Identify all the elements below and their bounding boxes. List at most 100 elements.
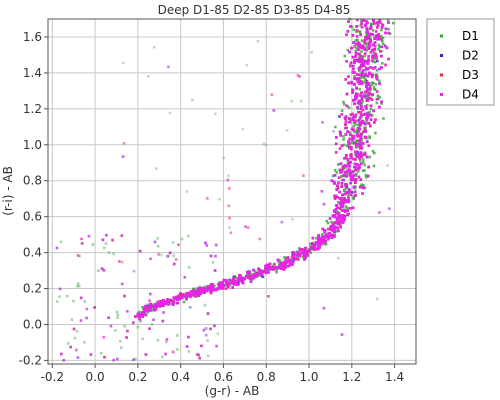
data-point <box>353 130 356 134</box>
data-point <box>353 45 356 48</box>
data-point <box>298 75 301 78</box>
data-point <box>156 300 160 304</box>
data-point <box>364 112 367 116</box>
data-point <box>188 306 192 309</box>
data-point <box>154 304 158 307</box>
legend-label: D1 <box>462 29 479 43</box>
data-point <box>55 246 59 250</box>
data-point <box>359 33 362 36</box>
data-point <box>344 205 347 208</box>
data-point <box>375 34 378 37</box>
data-point <box>375 73 378 76</box>
data-point <box>280 220 284 224</box>
data-point <box>353 102 356 106</box>
data-point <box>361 56 365 59</box>
data-point <box>324 242 328 246</box>
data-point <box>358 159 362 162</box>
data-point <box>361 108 365 112</box>
data-point <box>349 25 352 28</box>
data-point <box>332 130 335 133</box>
data-point <box>101 238 105 242</box>
data-point <box>244 225 247 228</box>
data-point <box>349 61 353 65</box>
data-point <box>165 338 169 341</box>
data-point <box>214 243 218 247</box>
data-point <box>121 155 125 158</box>
data-point <box>201 290 204 294</box>
data-point <box>122 142 126 145</box>
data-point <box>352 128 355 132</box>
data-point <box>126 310 129 313</box>
data-point <box>345 165 348 169</box>
data-point <box>378 105 381 109</box>
data-point <box>344 123 347 126</box>
data-point <box>352 136 356 140</box>
data-point <box>334 207 338 211</box>
data-point <box>209 327 212 331</box>
data-point <box>246 226 250 229</box>
data-point <box>206 354 210 358</box>
data-point <box>352 28 356 32</box>
data-point <box>156 244 160 248</box>
data-point <box>221 281 224 285</box>
data-point <box>154 302 158 305</box>
data-point <box>245 63 249 67</box>
data-point <box>357 119 361 122</box>
data-point <box>350 25 354 29</box>
data-point <box>197 294 201 297</box>
data-point <box>328 217 332 220</box>
data-point <box>369 104 373 108</box>
data-point <box>270 267 273 270</box>
data-point <box>238 276 242 280</box>
data-point <box>116 316 119 319</box>
data-point <box>322 202 326 206</box>
data-point <box>354 58 357 62</box>
data-point <box>354 95 357 98</box>
data-point <box>348 190 351 193</box>
data-point <box>363 163 366 167</box>
data-point <box>206 286 210 289</box>
data-point <box>304 251 308 255</box>
data-point <box>206 312 210 315</box>
data-point <box>334 151 338 154</box>
data-point <box>97 269 100 273</box>
data-point <box>356 18 359 22</box>
data-point <box>330 220 333 224</box>
data-point <box>266 266 269 269</box>
data-point <box>349 156 353 160</box>
data-point <box>355 29 359 32</box>
data-point <box>229 231 233 235</box>
data-point <box>125 336 128 339</box>
data-point <box>364 78 367 82</box>
data-point <box>376 37 380 40</box>
data-point <box>337 200 340 204</box>
data-point <box>152 45 156 49</box>
data-point <box>333 197 337 200</box>
data-point <box>322 202 326 206</box>
data-point <box>323 242 326 246</box>
data-point <box>136 325 140 329</box>
data-point <box>232 281 235 284</box>
data-point <box>349 64 352 68</box>
data-point <box>115 310 119 314</box>
data-point <box>359 107 363 110</box>
data-point <box>187 335 190 339</box>
data-point <box>354 142 358 146</box>
data-point <box>361 119 364 123</box>
data-point <box>85 316 88 320</box>
data-point <box>101 238 105 242</box>
data-point <box>357 77 361 80</box>
data-point <box>363 38 367 42</box>
data-point <box>219 283 223 286</box>
data-point <box>335 188 339 191</box>
data-point <box>126 329 129 333</box>
data-point <box>341 221 345 224</box>
data-point <box>352 157 355 161</box>
data-point <box>198 356 201 360</box>
data-point <box>346 158 350 161</box>
data-point <box>375 55 378 58</box>
data-point <box>353 77 357 80</box>
data-point <box>211 285 215 289</box>
data-point <box>195 294 198 297</box>
data-point <box>347 106 351 109</box>
